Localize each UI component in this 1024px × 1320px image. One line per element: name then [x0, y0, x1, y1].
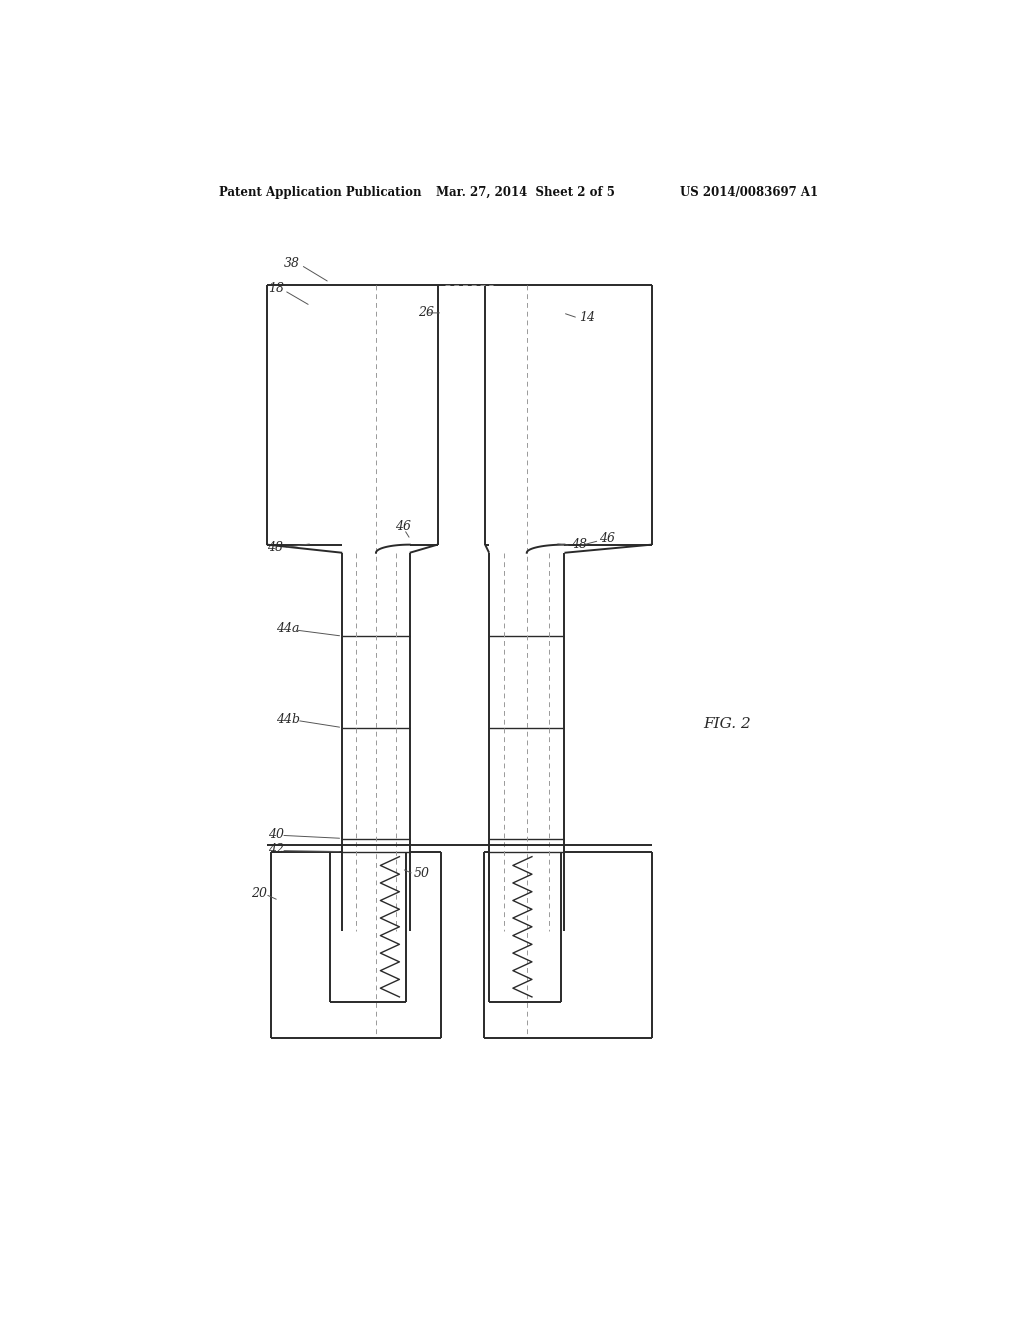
Text: 42: 42	[268, 843, 285, 857]
Text: 40: 40	[267, 828, 284, 841]
Text: Mar. 27, 2014  Sheet 2 of 5: Mar. 27, 2014 Sheet 2 of 5	[436, 186, 614, 199]
Text: 14: 14	[579, 312, 595, 325]
Text: Patent Application Publication: Patent Application Publication	[219, 186, 422, 199]
Text: 44b: 44b	[276, 713, 300, 726]
Text: 20: 20	[251, 887, 267, 900]
Text: 48: 48	[570, 539, 587, 552]
Text: 44a: 44a	[275, 623, 299, 635]
Text: 46: 46	[599, 532, 615, 545]
Text: 26: 26	[418, 306, 434, 319]
Text: 38: 38	[285, 256, 300, 269]
Text: 46: 46	[395, 520, 412, 533]
Text: 50: 50	[414, 867, 430, 880]
Text: 18: 18	[268, 282, 285, 294]
Text: US 2014/0083697 A1: US 2014/0083697 A1	[680, 186, 818, 199]
Text: 48: 48	[267, 541, 283, 554]
Text: FIG. 2: FIG. 2	[703, 717, 752, 730]
